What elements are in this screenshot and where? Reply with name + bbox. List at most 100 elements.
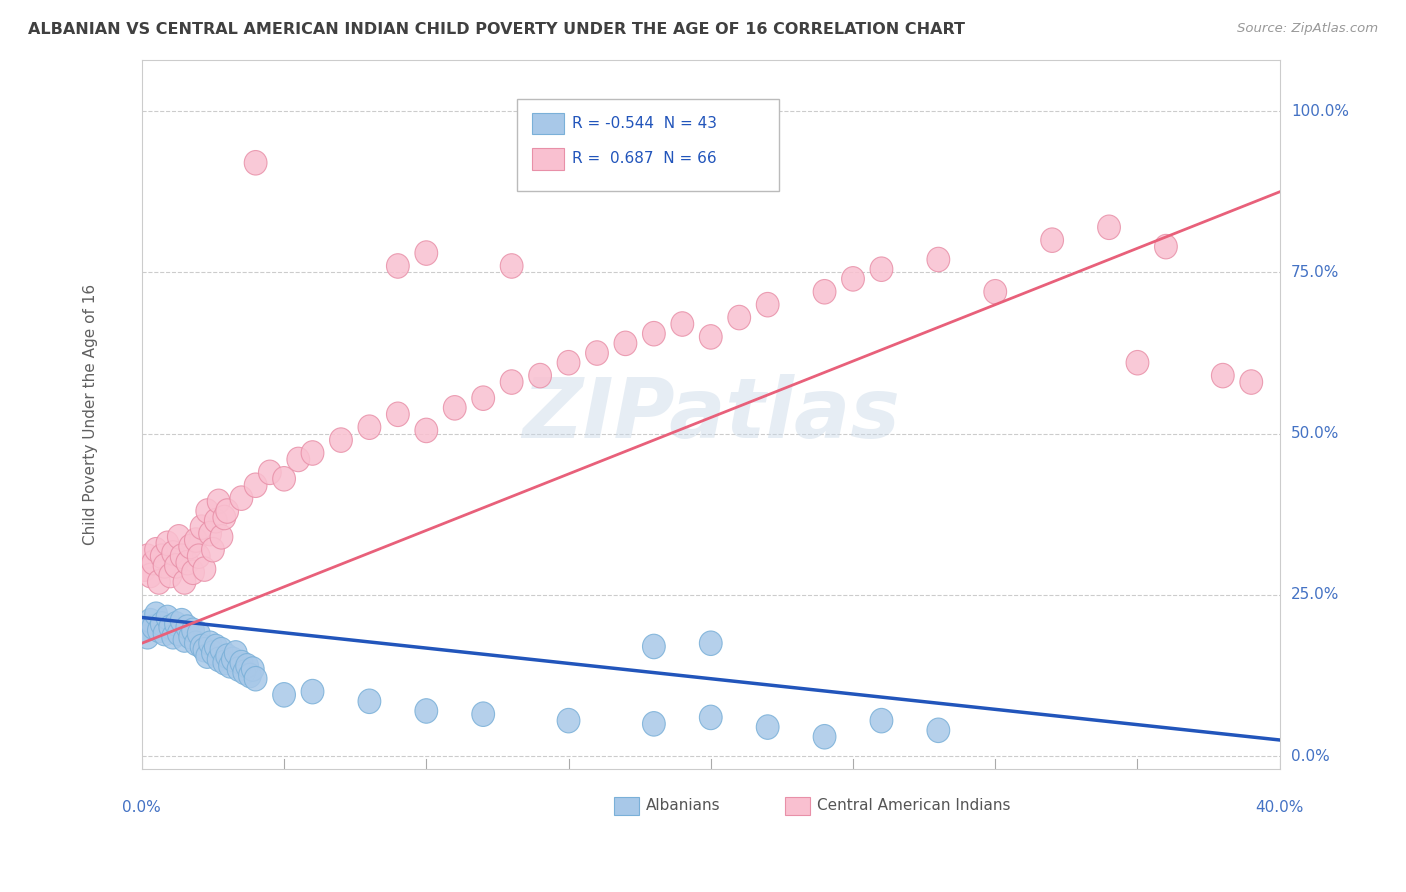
Text: Source: ZipAtlas.com: Source: ZipAtlas.com: [1237, 22, 1378, 36]
Ellipse shape: [813, 724, 837, 749]
Ellipse shape: [212, 505, 236, 530]
Ellipse shape: [472, 702, 495, 726]
Ellipse shape: [179, 624, 201, 649]
Ellipse shape: [219, 654, 242, 678]
Ellipse shape: [259, 460, 281, 484]
Ellipse shape: [287, 447, 309, 472]
Ellipse shape: [245, 151, 267, 175]
Ellipse shape: [198, 521, 222, 546]
Ellipse shape: [586, 341, 609, 366]
Ellipse shape: [209, 638, 233, 662]
Ellipse shape: [387, 253, 409, 278]
Ellipse shape: [198, 631, 222, 656]
Ellipse shape: [415, 698, 437, 723]
Ellipse shape: [148, 618, 170, 642]
Text: 100.0%: 100.0%: [1291, 103, 1348, 119]
Ellipse shape: [193, 638, 215, 662]
Ellipse shape: [139, 608, 162, 633]
Ellipse shape: [159, 563, 181, 588]
Ellipse shape: [215, 644, 239, 668]
Ellipse shape: [242, 657, 264, 681]
Ellipse shape: [207, 647, 231, 672]
Ellipse shape: [150, 544, 173, 568]
FancyBboxPatch shape: [614, 797, 640, 815]
Ellipse shape: [156, 605, 179, 630]
Ellipse shape: [167, 524, 190, 549]
Ellipse shape: [1212, 363, 1234, 388]
Ellipse shape: [184, 631, 207, 656]
Ellipse shape: [150, 612, 173, 636]
Ellipse shape: [195, 644, 219, 668]
Ellipse shape: [415, 241, 437, 265]
Ellipse shape: [501, 253, 523, 278]
Ellipse shape: [329, 428, 353, 452]
FancyBboxPatch shape: [531, 148, 564, 169]
Ellipse shape: [153, 554, 176, 578]
Ellipse shape: [179, 534, 201, 558]
Ellipse shape: [215, 499, 239, 524]
Ellipse shape: [1040, 228, 1063, 252]
Ellipse shape: [187, 622, 209, 646]
Ellipse shape: [359, 689, 381, 714]
FancyBboxPatch shape: [531, 112, 564, 134]
Ellipse shape: [170, 544, 193, 568]
Ellipse shape: [756, 714, 779, 739]
Ellipse shape: [187, 544, 209, 568]
Ellipse shape: [173, 628, 195, 652]
Ellipse shape: [1240, 370, 1263, 394]
Ellipse shape: [225, 640, 247, 665]
Ellipse shape: [614, 331, 637, 356]
Ellipse shape: [170, 608, 193, 633]
Ellipse shape: [134, 557, 156, 582]
Ellipse shape: [145, 602, 167, 626]
Ellipse shape: [728, 305, 751, 330]
Ellipse shape: [228, 657, 250, 681]
Ellipse shape: [529, 363, 551, 388]
Ellipse shape: [273, 467, 295, 491]
Ellipse shape: [501, 370, 523, 394]
Text: R =  0.687  N = 66: R = 0.687 N = 66: [572, 152, 717, 167]
Ellipse shape: [870, 708, 893, 733]
Ellipse shape: [201, 538, 225, 562]
Ellipse shape: [813, 279, 837, 304]
Ellipse shape: [233, 660, 256, 684]
Text: Albanians: Albanians: [645, 798, 720, 814]
Ellipse shape: [181, 618, 204, 642]
Ellipse shape: [1098, 215, 1121, 240]
Ellipse shape: [699, 706, 723, 730]
Ellipse shape: [557, 708, 579, 733]
Ellipse shape: [984, 279, 1007, 304]
Ellipse shape: [201, 640, 225, 665]
Ellipse shape: [231, 486, 253, 510]
Ellipse shape: [173, 570, 195, 594]
Ellipse shape: [176, 615, 198, 640]
Text: ALBANIAN VS CENTRAL AMERICAN INDIAN CHILD POVERTY UNDER THE AGE OF 16 CORRELATIO: ALBANIAN VS CENTRAL AMERICAN INDIAN CHIL…: [28, 22, 965, 37]
Ellipse shape: [195, 499, 219, 524]
Ellipse shape: [184, 528, 207, 552]
Text: 0.0%: 0.0%: [122, 799, 162, 814]
Ellipse shape: [699, 325, 723, 349]
Ellipse shape: [671, 312, 693, 336]
FancyBboxPatch shape: [517, 99, 779, 191]
Text: Child Poverty Under the Age of 16: Child Poverty Under the Age of 16: [83, 284, 98, 545]
Ellipse shape: [207, 489, 231, 514]
Ellipse shape: [231, 650, 253, 675]
Ellipse shape: [162, 624, 184, 649]
Ellipse shape: [176, 550, 198, 574]
Ellipse shape: [167, 622, 190, 646]
Ellipse shape: [181, 560, 204, 584]
Ellipse shape: [153, 622, 176, 646]
Ellipse shape: [190, 515, 212, 540]
Ellipse shape: [1154, 235, 1177, 259]
Ellipse shape: [443, 395, 467, 420]
Ellipse shape: [387, 402, 409, 426]
Text: 75.0%: 75.0%: [1291, 265, 1339, 280]
Text: 0.0%: 0.0%: [1291, 748, 1330, 764]
Ellipse shape: [870, 257, 893, 282]
Ellipse shape: [557, 351, 579, 375]
Ellipse shape: [212, 650, 236, 675]
Ellipse shape: [134, 618, 156, 642]
Ellipse shape: [273, 682, 295, 707]
Ellipse shape: [209, 524, 233, 549]
Ellipse shape: [301, 680, 323, 704]
